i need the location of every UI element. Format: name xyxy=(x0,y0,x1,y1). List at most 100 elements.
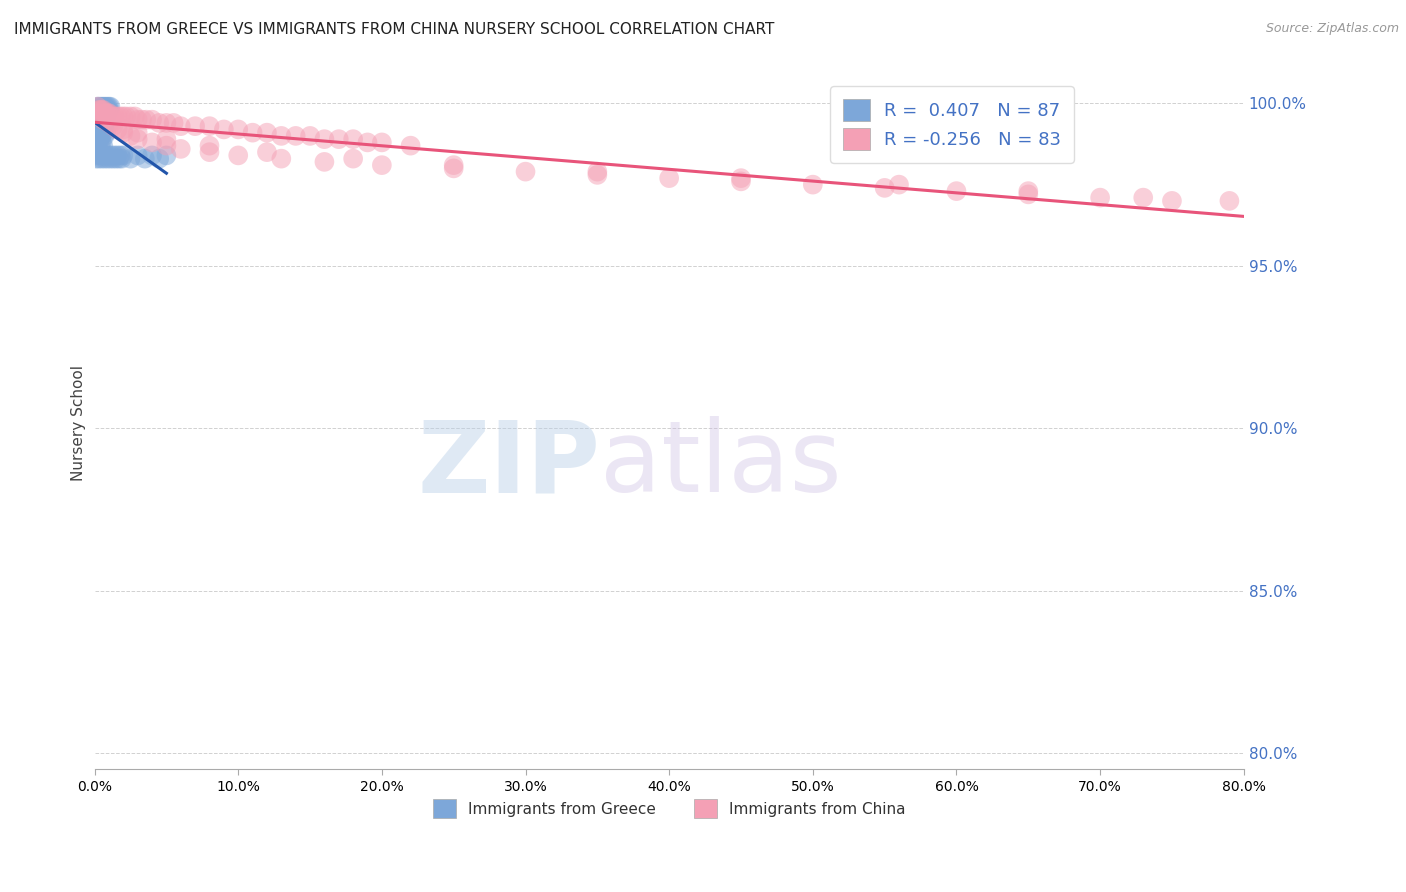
Point xyxy=(284,128,307,143)
Point xyxy=(96,103,118,117)
Point xyxy=(399,138,422,153)
Point xyxy=(107,122,129,136)
Text: IMMIGRANTS FROM GREECE VS IMMIGRANTS FROM CHINA NURSERY SCHOOL CORRELATION CHART: IMMIGRANTS FROM GREECE VS IMMIGRANTS FRO… xyxy=(14,22,775,37)
Point xyxy=(112,126,135,140)
Point xyxy=(801,178,824,192)
Point xyxy=(96,106,118,120)
Point xyxy=(155,138,177,153)
Point xyxy=(87,106,110,120)
Point xyxy=(242,126,264,140)
Point xyxy=(101,116,124,130)
Point xyxy=(86,110,108,124)
Point xyxy=(91,119,114,133)
Point xyxy=(90,106,112,120)
Point xyxy=(110,148,132,162)
Point xyxy=(94,100,117,114)
Point xyxy=(586,164,609,178)
Point xyxy=(270,128,292,143)
Point xyxy=(86,148,108,162)
Point xyxy=(89,138,111,153)
Point xyxy=(104,148,127,162)
Point xyxy=(89,106,111,120)
Point xyxy=(91,106,114,120)
Point xyxy=(107,148,129,162)
Point xyxy=(1218,194,1240,208)
Point xyxy=(97,106,120,120)
Point xyxy=(111,152,134,166)
Point xyxy=(103,119,125,133)
Point xyxy=(1017,184,1039,198)
Point xyxy=(94,103,117,117)
Point xyxy=(87,106,110,120)
Point xyxy=(112,110,135,124)
Point xyxy=(96,100,118,114)
Point xyxy=(945,184,967,198)
Point xyxy=(94,110,117,124)
Point xyxy=(141,112,163,127)
Point xyxy=(91,100,114,114)
Point xyxy=(87,128,110,143)
Point xyxy=(170,142,193,156)
Point xyxy=(86,106,108,120)
Point xyxy=(89,110,111,124)
Point xyxy=(84,119,107,133)
Point xyxy=(127,112,149,127)
Point xyxy=(299,128,322,143)
Point xyxy=(371,158,394,172)
Point xyxy=(93,119,115,133)
Point xyxy=(101,110,124,124)
Point xyxy=(87,100,110,114)
Point xyxy=(730,174,752,188)
Point xyxy=(120,110,142,124)
Point xyxy=(91,112,114,127)
Point xyxy=(101,148,124,162)
Point xyxy=(89,116,111,130)
Point xyxy=(141,148,163,162)
Point xyxy=(94,106,117,120)
Point xyxy=(91,148,114,162)
Point xyxy=(89,103,111,117)
Point xyxy=(93,103,115,117)
Point xyxy=(89,119,111,133)
Point xyxy=(86,128,108,143)
Point xyxy=(97,103,120,117)
Point xyxy=(256,145,278,160)
Point xyxy=(226,122,249,136)
Point xyxy=(170,119,193,133)
Point xyxy=(94,126,117,140)
Point xyxy=(103,152,125,166)
Point xyxy=(162,116,184,130)
Point xyxy=(198,138,221,153)
Point xyxy=(155,148,177,162)
Point xyxy=(86,119,108,133)
Point xyxy=(91,126,114,140)
Point xyxy=(120,128,142,143)
Point xyxy=(93,116,115,130)
Text: atlas: atlas xyxy=(600,417,842,514)
Point xyxy=(90,100,112,114)
Point xyxy=(104,110,127,124)
Point xyxy=(198,119,221,133)
Point xyxy=(90,136,112,150)
Point xyxy=(1132,191,1154,205)
Point xyxy=(108,152,131,166)
Point xyxy=(94,148,117,162)
Text: Source: ZipAtlas.com: Source: ZipAtlas.com xyxy=(1265,22,1399,36)
Point xyxy=(97,116,120,130)
Point xyxy=(87,103,110,117)
Point xyxy=(93,106,115,120)
Point xyxy=(93,152,115,166)
Point xyxy=(112,122,135,136)
Point xyxy=(100,100,122,114)
Point xyxy=(100,152,122,166)
Point xyxy=(131,112,153,127)
Point xyxy=(515,164,537,178)
Point xyxy=(371,136,394,150)
Point xyxy=(91,103,114,117)
Point xyxy=(93,100,115,114)
Legend: Immigrants from Greece, Immigrants from China: Immigrants from Greece, Immigrants from … xyxy=(426,793,911,824)
Point xyxy=(89,103,111,117)
Point xyxy=(93,112,115,127)
Point xyxy=(97,148,120,162)
Point xyxy=(87,126,110,140)
